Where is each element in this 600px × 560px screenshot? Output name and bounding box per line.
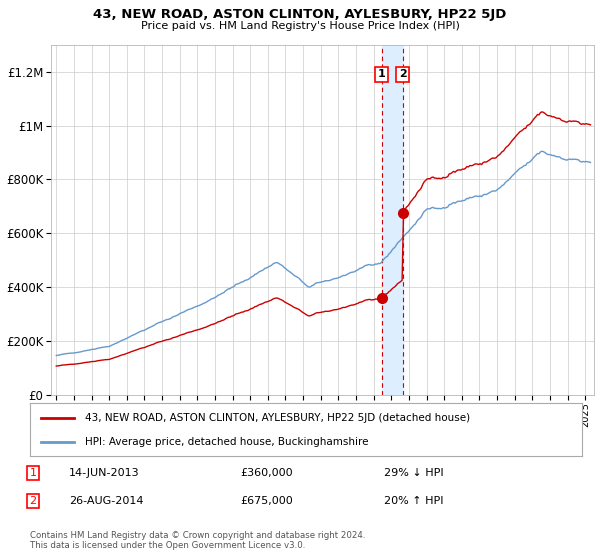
Text: £675,000: £675,000 [240,496,293,506]
Text: 43, NEW ROAD, ASTON CLINTON, AYLESBURY, HP22 5JD (detached house): 43, NEW ROAD, ASTON CLINTON, AYLESBURY, … [85,413,470,423]
Text: 29% ↓ HPI: 29% ↓ HPI [384,468,443,478]
Text: 14-JUN-2013: 14-JUN-2013 [69,468,140,478]
Text: 2: 2 [29,496,37,506]
Text: 43, NEW ROAD, ASTON CLINTON, AYLESBURY, HP22 5JD: 43, NEW ROAD, ASTON CLINTON, AYLESBURY, … [94,8,506,21]
Text: 1: 1 [29,468,37,478]
Text: Contains HM Land Registry data © Crown copyright and database right 2024.
This d: Contains HM Land Registry data © Crown c… [30,531,365,550]
Text: £360,000: £360,000 [240,468,293,478]
Text: HPI: Average price, detached house, Buckinghamshire: HPI: Average price, detached house, Buck… [85,436,368,446]
Text: 1: 1 [377,69,385,80]
Text: Price paid vs. HM Land Registry's House Price Index (HPI): Price paid vs. HM Land Registry's House … [140,21,460,31]
Text: 26-AUG-2014: 26-AUG-2014 [69,496,143,506]
Text: 20% ↑ HPI: 20% ↑ HPI [384,496,443,506]
Text: 2: 2 [399,69,407,80]
Bar [382,45,403,395]
